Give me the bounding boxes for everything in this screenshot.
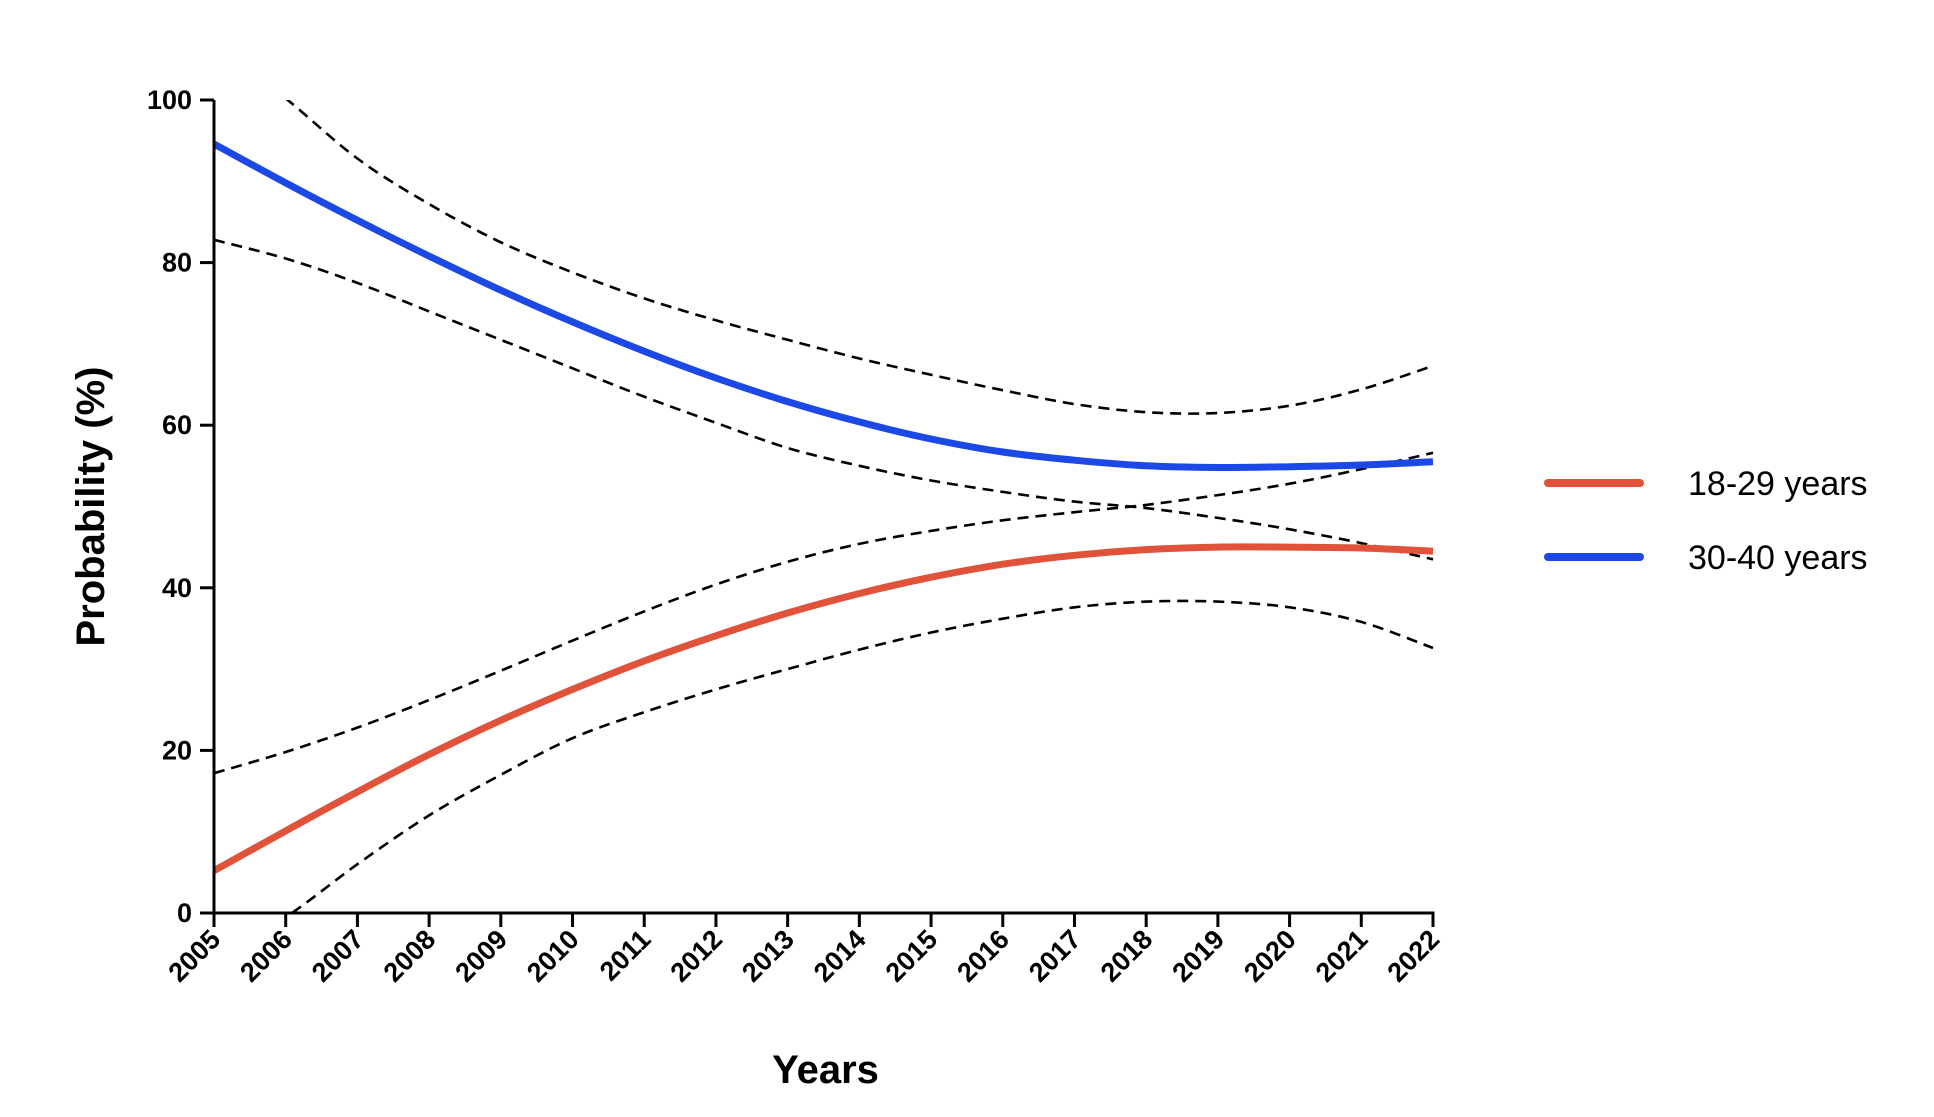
confidence-bands [213, 100, 1434, 915]
legend-label-2: 30-40 years [1688, 539, 1868, 577]
y-tick-label: 40 [162, 573, 192, 603]
ci-upper-series-1 [213, 451, 1434, 775]
x-tick-label: 2016 [951, 924, 1015, 988]
y-tick-label: 60 [162, 410, 192, 440]
x-tick-label: 2009 [449, 924, 513, 988]
series-line-1 [213, 543, 1434, 874]
x-axis-title: Years [772, 1048, 879, 1092]
y-tick-label: 20 [162, 735, 192, 765]
x-tick-label: 2015 [880, 924, 944, 988]
y-tick-label: 100 [147, 85, 192, 115]
x-tick-label: 2008 [378, 924, 442, 988]
axes: 0 20 40 60 80 100 2005 2006 2007 2008 2009 2010 2011… [69, 85, 1445, 1092]
x-tick-label: 2020 [1238, 924, 1302, 988]
x-tick-label: 2017 [1023, 924, 1087, 988]
y-tick-label: 0 [177, 898, 192, 928]
y-axis-title: Probability (%) [69, 366, 113, 646]
series-line-2 [213, 140, 1434, 472]
ci-lower-series-2 [213, 238, 1434, 561]
ci-upper-series-2 [285, 100, 1434, 415]
x-tick-label: 2013 [736, 924, 800, 988]
y-tick-label: 80 [162, 248, 192, 278]
x-tick-label: 2006 [234, 924, 298, 988]
x-tick-label: 2010 [521, 924, 585, 988]
x-tick-label: 2014 [808, 924, 872, 988]
legend: 18-29 years 30-40 years [1544, 465, 1868, 577]
x-tick-label: 2019 [1166, 924, 1230, 988]
x-tick-label: 2005 [163, 924, 227, 988]
x-tick-label: 2011 [594, 924, 657, 987]
x-tick-label: 2021 [1310, 924, 1374, 988]
x-tick-label: 2007 [306, 924, 370, 988]
x-tick-label: 2022 [1382, 924, 1446, 988]
x-tick-label: 2012 [664, 924, 728, 988]
x-tick-label: 2018 [1095, 924, 1159, 988]
legend-label-1: 18-29 years [1688, 465, 1868, 503]
series-lines [213, 140, 1434, 874]
ci-lower-series-1 [286, 599, 1434, 915]
